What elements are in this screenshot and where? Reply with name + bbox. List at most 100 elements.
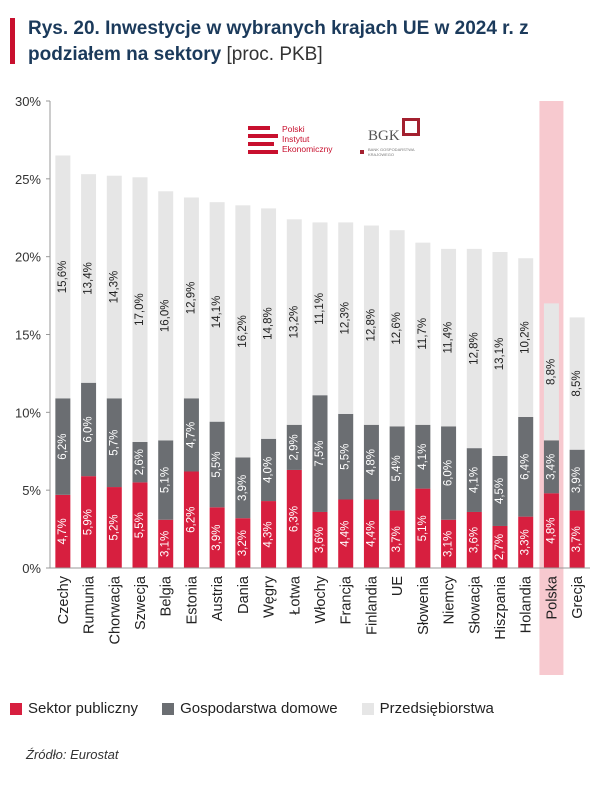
data-label: 6,4% — [520, 454, 532, 480]
legend-item-households: Gospodarstwa domowe — [162, 700, 338, 717]
bar-segment — [132, 441, 148, 483]
bar-segment — [569, 317, 585, 450]
pie-logo-icon — [248, 124, 278, 154]
data-label: 3,2% — [237, 530, 249, 556]
bar-segment — [235, 457, 251, 519]
y-tick-label: 30% — [15, 94, 41, 109]
bar-segment — [441, 426, 457, 520]
bar-segment — [518, 417, 534, 517]
bar-segment — [415, 424, 431, 489]
source-note: Źródło: Eurostat — [26, 747, 119, 762]
data-label: 3,1% — [443, 531, 455, 557]
category-label: Węgry — [262, 575, 278, 618]
pie-logo-line-3: Ekonomiczny — [282, 144, 333, 154]
data-label: 3,1% — [160, 531, 172, 557]
bar-segment — [363, 499, 379, 568]
legend-swatch-households — [162, 702, 175, 715]
category-label: Włochy — [313, 575, 329, 623]
data-label: 5,7% — [108, 430, 120, 456]
bar-segment — [518, 258, 534, 418]
bar-segment — [466, 448, 482, 512]
data-label: 6,3% — [288, 506, 300, 532]
data-label: 8,8% — [545, 359, 557, 385]
category-label: Słowacja — [467, 575, 483, 634]
bar-segment — [81, 476, 97, 568]
bar-segment — [363, 424, 379, 500]
bar-segment — [415, 242, 431, 425]
bar-segment — [106, 175, 122, 399]
category-label: Łotwa — [287, 575, 303, 615]
data-label: 2,9% — [288, 434, 300, 460]
pie-logo-line-2: Instytut — [282, 134, 310, 144]
y-tick-label: 10% — [15, 405, 41, 420]
bar-segment — [312, 222, 328, 396]
data-label: 5,5% — [211, 451, 223, 477]
category-label: Grecja — [570, 575, 586, 619]
bar-segment — [55, 155, 71, 399]
bar-segment — [466, 511, 482, 568]
category-label: Belgia — [159, 575, 175, 616]
data-label: 2,6% — [134, 449, 146, 475]
data-label: 12,8% — [365, 309, 377, 342]
bar-segment — [466, 248, 482, 449]
data-label: 10,2% — [520, 321, 532, 354]
category-label: Rumunia — [82, 575, 98, 634]
data-label: 12,6% — [391, 312, 403, 345]
category-label: UE — [390, 576, 406, 596]
legend-label-enterprises: Przedsiębiorstwa — [379, 700, 494, 717]
data-label: 4,4% — [365, 521, 377, 547]
data-label: 4,7% — [185, 422, 197, 448]
bar-segment — [312, 511, 328, 568]
y-tick-label: 5% — [22, 483, 41, 498]
bar-segment — [286, 424, 302, 470]
bar-segment — [441, 248, 457, 427]
data-label: 4,0% — [263, 457, 275, 483]
category-label: Holandia — [519, 575, 535, 633]
bar-segment — [543, 440, 559, 494]
bar-segment — [158, 519, 174, 568]
data-label: 12,8% — [468, 332, 480, 365]
bar-segment — [389, 230, 405, 427]
data-label: 3,9% — [571, 467, 583, 493]
bar-segment — [209, 421, 225, 508]
data-label: 4,8% — [545, 518, 557, 544]
y-tick-label: 25% — [15, 172, 41, 187]
data-label: 5,2% — [108, 514, 120, 540]
bar-segment — [55, 398, 71, 495]
bar-segment — [415, 488, 431, 568]
bar-segment — [235, 518, 251, 568]
bar-segment — [132, 177, 148, 442]
bar-segment — [543, 303, 559, 441]
pie-logo-text: Polski Instytut Ekonomiczny — [282, 124, 333, 154]
category-label: Czechy — [56, 575, 72, 624]
data-label: 3,6% — [468, 527, 480, 553]
bar-segment — [183, 471, 199, 568]
bar-segment — [441, 519, 457, 568]
chart-title-text: Rys. 20. Inwestycje w wybranych krajach … — [28, 18, 529, 65]
bar-segment — [492, 525, 508, 568]
bar-segment — [543, 493, 559, 568]
data-label: 4,7% — [57, 518, 69, 544]
data-label: 14,8% — [263, 307, 275, 340]
bgk-dot-icon — [360, 150, 364, 154]
data-label: 14,3% — [108, 271, 120, 304]
legend-swatch-public — [10, 702, 22, 715]
bar-segment — [106, 398, 122, 488]
bar-segment — [183, 197, 199, 399]
data-label: 14,1% — [211, 296, 223, 329]
data-label: 5,5% — [340, 444, 352, 470]
category-label: Finlandia — [364, 575, 380, 635]
bar-segment — [183, 398, 199, 472]
y-tick-label: 20% — [15, 250, 41, 265]
bar-segment — [569, 449, 585, 511]
data-label: 7,5% — [314, 440, 326, 466]
data-label: 15,6% — [57, 261, 69, 294]
data-label: 3,7% — [571, 526, 583, 552]
data-label: 2,7% — [494, 534, 506, 560]
bar-segment — [158, 191, 174, 441]
chart-legend: Sektor publiczny Gospodarstwa domowe Prz… — [10, 700, 600, 717]
bar-segment — [492, 251, 508, 456]
legend-label-households: Gospodarstwa domowe — [180, 700, 338, 717]
data-label: 13,2% — [288, 306, 300, 339]
data-label: 16,0% — [160, 300, 172, 333]
